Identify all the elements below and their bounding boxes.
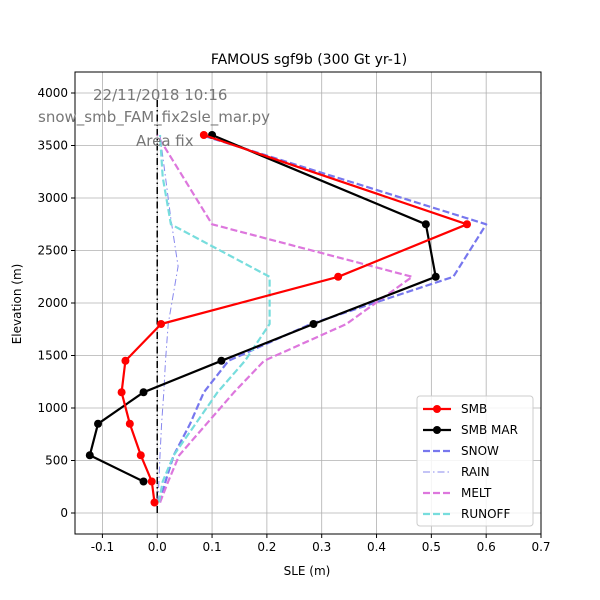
- legend-label-melt: MELT: [461, 486, 492, 500]
- data-point-smb-mar: [139, 388, 148, 397]
- data-point-smb: [136, 451, 145, 460]
- legend-label-rain: RAIN: [461, 465, 490, 479]
- x-tick-label: -0.1: [91, 540, 114, 554]
- x-tick-label: 0.6: [477, 540, 496, 554]
- series-line-melt: [156, 134, 414, 503]
- legend-marker-smb-mar: [433, 426, 441, 434]
- script-name-annotation: snow_smb_FAM_fix2sle_mar.py: [38, 108, 270, 127]
- legend-label-smb: SMB: [461, 402, 487, 416]
- data-point-smb: [334, 272, 343, 281]
- x-tick-label: 0.3: [312, 540, 331, 554]
- y-tick-label: 1500: [37, 349, 68, 363]
- x-axis-label: SLE (m): [284, 564, 331, 578]
- y-tick-label: 4000: [37, 86, 68, 100]
- y-tick-label: 3500: [37, 139, 68, 153]
- data-point-smb-mar: [217, 356, 226, 365]
- x-tick-label: 0.7: [531, 540, 550, 554]
- data-point-smb: [147, 477, 156, 486]
- legend: SMB SMB MAR SNOW RAIN MELT RUNOFF: [416, 395, 534, 527]
- y-tick-label: 2500: [37, 244, 68, 258]
- y-tick-label: 1000: [37, 401, 68, 415]
- area-fix-annotation: Area fix: [136, 132, 194, 150]
- x-tick-label: 0.0: [148, 540, 167, 554]
- data-point-smb-mar: [94, 419, 103, 428]
- y-tick-label: 3000: [37, 191, 68, 205]
- x-tick-label: 0.5: [422, 540, 441, 554]
- y-tick-label: 2000: [37, 296, 68, 310]
- y-axis-label: Elevation (m): [10, 264, 24, 345]
- series-line-smb: [120, 133, 469, 503]
- data-point-smb: [117, 388, 126, 397]
- series-line-rain: [157, 134, 179, 503]
- y-axis: 0 500 1000 1500 2000 2500 3000 3500 4000: [37, 86, 75, 520]
- data-point-smb: [157, 320, 166, 328]
- series-line-snow: [158, 133, 488, 503]
- x-tick-label: 0.2: [257, 540, 276, 554]
- x-tick-label: 0.1: [203, 540, 222, 554]
- data-point-smb-mar: [85, 451, 94, 460]
- y-tick-label: 500: [45, 454, 68, 468]
- x-axis: -0.1 0.0 0.1 0.2 0.3 0.4 0.5 0.6 0.7: [91, 534, 551, 554]
- legend-label-runoff: RUNOFF: [461, 507, 510, 521]
- data-point-smb-mar: [431, 272, 440, 281]
- data-point-smb-mar: [139, 477, 148, 486]
- timestamp-annotation: 22/11/2018 10:16: [93, 86, 227, 104]
- legend-label-smb-mar: SMB MAR: [461, 423, 518, 437]
- data-point-smb: [150, 498, 159, 507]
- legend-label-snow: SNOW: [461, 444, 499, 458]
- y-tick-label: 0: [60, 506, 68, 520]
- series-line-runoff: [157, 134, 271, 503]
- data-point-smb: [121, 356, 130, 365]
- legend-marker-smb: [433, 405, 441, 413]
- data-point-smb: [462, 220, 471, 229]
- x-tick-label: 0.4: [367, 540, 386, 554]
- data-point-smb: [125, 419, 134, 428]
- data-point-smb-mar: [309, 320, 318, 328]
- data-point-smb: [199, 131, 208, 139]
- data-point-smb-mar: [421, 220, 430, 229]
- chart-title: FAMOUS sgf9b (300 Gt yr-1): [211, 52, 407, 68]
- plot-area: [85, 98, 488, 513]
